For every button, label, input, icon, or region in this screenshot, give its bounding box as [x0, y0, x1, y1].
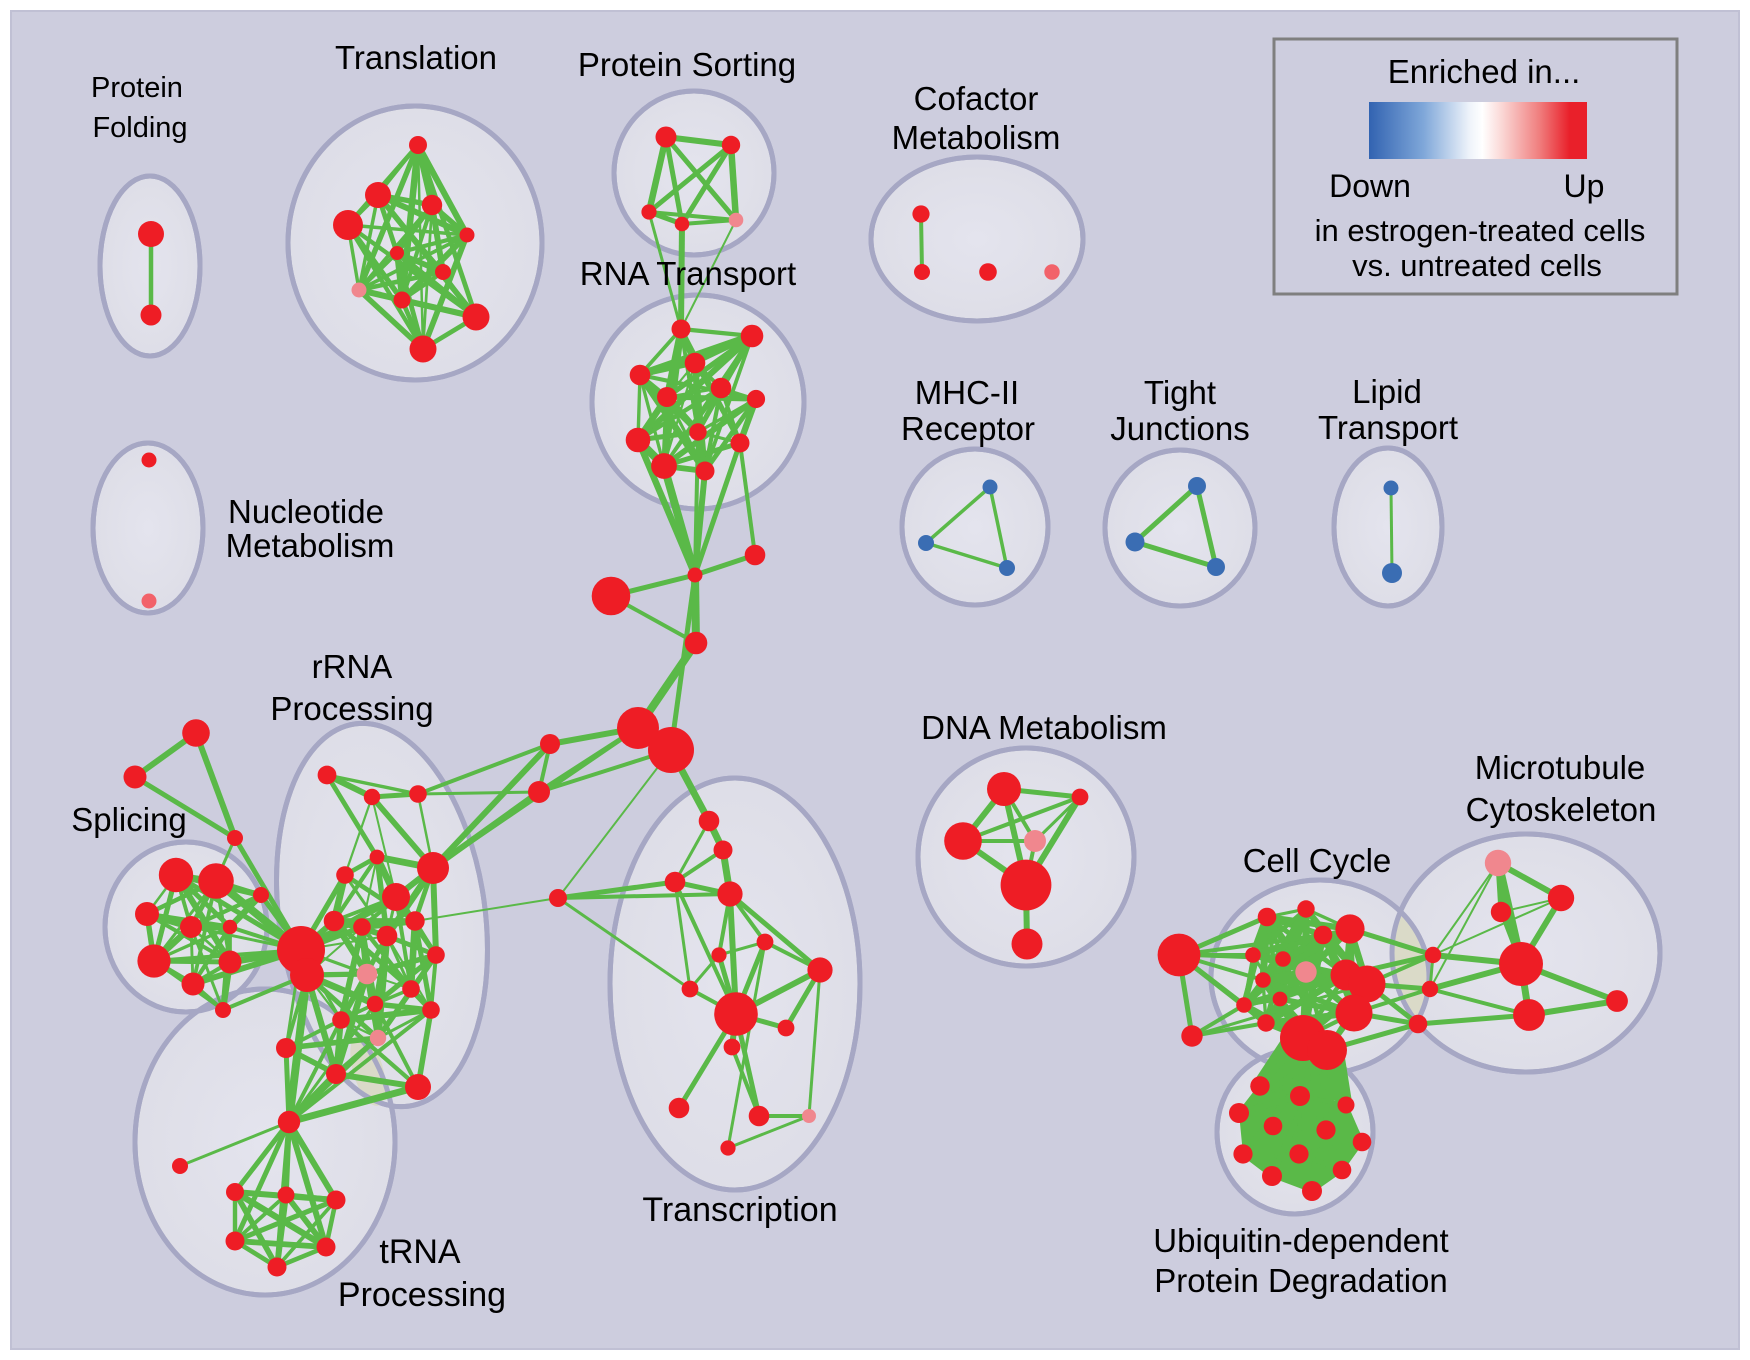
svg-text:Metabolism: Metabolism [892, 119, 1061, 156]
svg-text:tRNA: tRNA [379, 1233, 461, 1271]
svg-text:rRNA: rRNA [312, 648, 393, 685]
svg-text:Lipid: Lipid [1352, 373, 1422, 410]
svg-text:Cell Cycle: Cell Cycle [1243, 842, 1392, 879]
svg-text:Transcription: Transcription [642, 1191, 837, 1229]
svg-text:MHC-II: MHC-II [915, 374, 1019, 411]
svg-text:DNA Metabolism: DNA Metabolism [921, 709, 1167, 746]
svg-text:Up: Up [1564, 168, 1605, 204]
svg-text:Down: Down [1329, 168, 1411, 204]
svg-text:Transport: Transport [1318, 409, 1458, 446]
svg-text:Receptor: Receptor [901, 410, 1035, 447]
svg-text:Protein: Protein [91, 72, 183, 104]
svg-text:Enriched in...: Enriched in... [1388, 53, 1581, 90]
svg-text:Splicing: Splicing [71, 801, 187, 838]
svg-text:Junctions: Junctions [1110, 410, 1249, 447]
svg-text:Cytoskeleton: Cytoskeleton [1466, 791, 1657, 828]
svg-text:Tight: Tight [1144, 374, 1216, 411]
svg-text:in estrogen-treated cells: in estrogen-treated cells [1315, 213, 1646, 248]
svg-text:vs. untreated cells: vs. untreated cells [1352, 248, 1602, 283]
svg-text:Ubiquitin-dependent: Ubiquitin-dependent [1153, 1222, 1448, 1259]
svg-text:Cofactor: Cofactor [914, 80, 1039, 117]
svg-text:RNA Transport: RNA Transport [580, 255, 796, 292]
svg-text:Protein Sorting: Protein Sorting [578, 46, 796, 83]
svg-text:Metabolism: Metabolism [226, 527, 395, 564]
svg-text:Nucleotide: Nucleotide [228, 493, 384, 530]
svg-text:Translation: Translation [335, 39, 497, 76]
svg-text:Processing: Processing [270, 690, 433, 727]
svg-text:Microtubule: Microtubule [1475, 749, 1646, 786]
svg-text:Folding: Folding [92, 112, 187, 144]
svg-text:Processing: Processing [338, 1276, 506, 1314]
svg-text:Protein Degradation: Protein Degradation [1154, 1262, 1448, 1299]
